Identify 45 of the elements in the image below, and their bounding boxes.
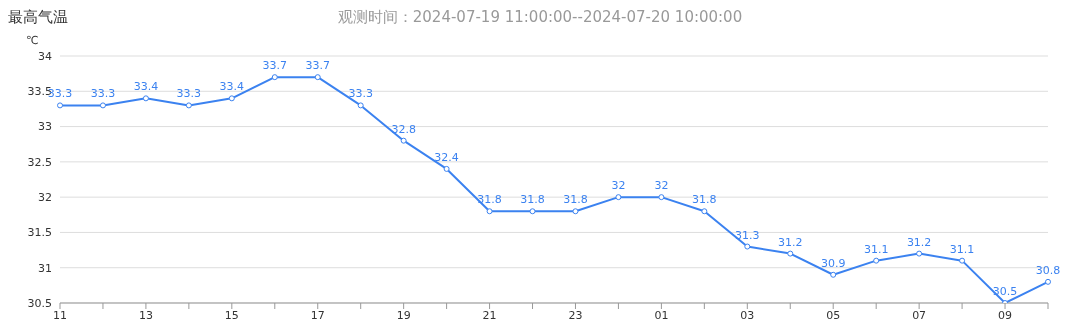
y-tick-label: 31.5 bbox=[27, 226, 52, 240]
x-tick-label: 11 bbox=[53, 308, 67, 322]
data-label: 31.3 bbox=[735, 228, 760, 242]
data-label: 33.7 bbox=[262, 59, 288, 73]
x-tick-label: 15 bbox=[224, 308, 239, 322]
data-label: 31.8 bbox=[563, 193, 588, 207]
chart-subtitle: 观测时间：2024-07-19 11:00:00--2024-07-20 10:00:00 bbox=[337, 8, 743, 26]
y-axis-title: ℃ bbox=[26, 34, 39, 47]
y-tick-label: 33 bbox=[38, 120, 52, 134]
data-label: 32.8 bbox=[391, 122, 416, 136]
data-label: 31.2 bbox=[778, 235, 803, 249]
y-tick-label: 34 bbox=[38, 49, 52, 63]
data-label: 33.4 bbox=[133, 80, 159, 94]
data-label: 32.4 bbox=[434, 150, 459, 164]
data-label: 33.7 bbox=[305, 59, 330, 73]
x-tick-label: 07 bbox=[912, 308, 927, 322]
data-label: 31.1 bbox=[863, 242, 889, 256]
data-label: 31.8 bbox=[692, 193, 717, 207]
y-tick-label: 31 bbox=[38, 261, 52, 275]
data-label: 32 bbox=[611, 179, 626, 193]
data-label: 33.3 bbox=[348, 87, 373, 101]
x-tick-label: 09 bbox=[998, 308, 1013, 322]
x-tick-label: 01 bbox=[654, 308, 669, 322]
chart-title: 最高气温 bbox=[8, 8, 68, 27]
y-tick-label: 32.5 bbox=[27, 155, 52, 169]
data-label: 33.3 bbox=[176, 87, 202, 101]
x-tick-label: 17 bbox=[310, 308, 325, 322]
data-label: 32 bbox=[654, 179, 669, 193]
x-tick-label: 05 bbox=[826, 308, 841, 322]
data-label: 31.1 bbox=[949, 242, 975, 256]
data-label: 30.9 bbox=[820, 256, 846, 270]
y-tick-label: 30.5 bbox=[27, 296, 52, 310]
y-tick-label: 32 bbox=[38, 191, 52, 205]
x-tick-label: 19 bbox=[396, 308, 411, 322]
data-label: 30.5 bbox=[992, 285, 1018, 298]
x-tick-label: 03 bbox=[740, 308, 755, 322]
data-label: 31.8 bbox=[520, 193, 545, 207]
x-tick-label: 21 bbox=[482, 308, 497, 322]
data-label: 31.2 bbox=[906, 235, 932, 249]
data-label: 30.8 bbox=[1035, 263, 1061, 277]
data-label: 33.4 bbox=[219, 80, 245, 94]
x-tick-label: 13 bbox=[138, 308, 153, 322]
x-tick-label: 23 bbox=[568, 308, 583, 322]
data-label: 31.8 bbox=[477, 193, 502, 207]
data-label: 33.3 bbox=[90, 87, 116, 101]
